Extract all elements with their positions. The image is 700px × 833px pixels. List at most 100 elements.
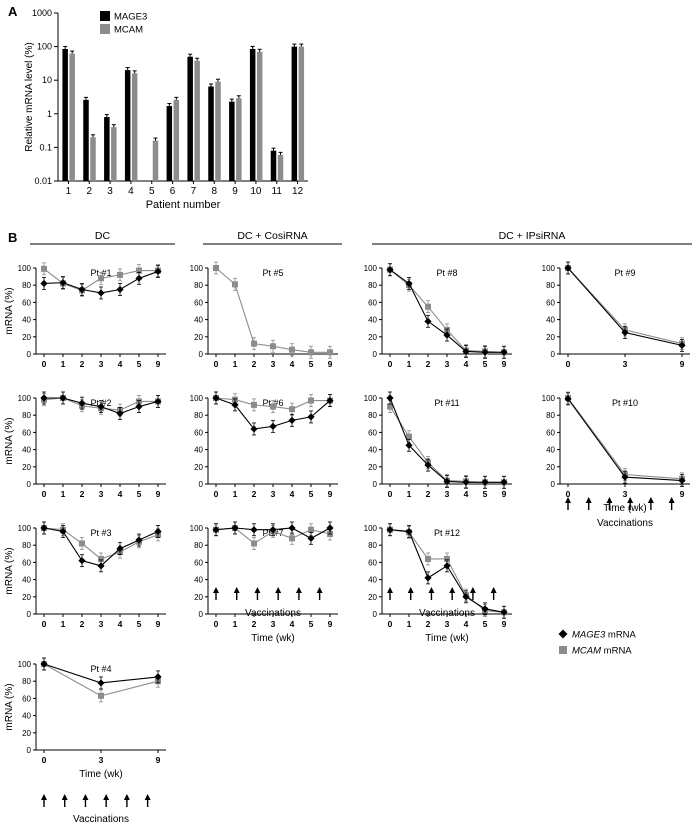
x-tick-label: 9 [502, 489, 507, 499]
y-tick-label: 0 [27, 746, 32, 755]
y-tick-label: 40 [368, 446, 377, 455]
point-mage3 [405, 441, 413, 449]
vaccination-arrow-head [585, 497, 592, 503]
point-mcam [213, 265, 219, 271]
x-tick-label: 3 [271, 489, 276, 499]
y-tick-label: 60 [546, 428, 555, 437]
point-mage3 [116, 545, 124, 553]
point-mcam [136, 267, 142, 274]
point-mcam [387, 403, 393, 410]
y-tick-label: 20 [194, 463, 203, 472]
x-tick-label: 9 [328, 619, 333, 629]
x-tick-label-a: 2 [86, 186, 92, 197]
y-tick-label: 20 [194, 333, 203, 342]
x-tick-label: 0 [42, 619, 47, 629]
x-tick-label-a: 11 [272, 186, 283, 197]
y-tick-label-a: 1 [47, 109, 52, 119]
y-tick-label-a: 1000 [32, 8, 52, 18]
bar-mage3 [208, 86, 214, 181]
x-tick-label: 4 [290, 619, 295, 629]
x-tick-label: 3 [623, 359, 628, 369]
y-tick-label: 100 [542, 394, 556, 403]
x-tick-label: 0 [214, 619, 219, 629]
x-tick-label: 4 [118, 619, 123, 629]
y-tick-label: 100 [190, 524, 204, 533]
bar-mage3 [104, 117, 110, 181]
point-mcam [117, 271, 123, 278]
y-tick-label: 100 [364, 524, 378, 533]
point-mage3 [97, 679, 105, 687]
x-tick-label: 0 [42, 489, 47, 499]
point-mage3 [443, 562, 451, 570]
y-tick-label: 40 [22, 576, 31, 585]
x-tick-label-a: 6 [170, 186, 176, 197]
point-mage3 [481, 348, 489, 356]
x-tick-label: 3 [271, 619, 276, 629]
point-mcam [270, 343, 276, 350]
point-mage3 [621, 473, 629, 481]
vaccination-arrow-head [449, 587, 456, 593]
x-tick-label: 3 [445, 359, 450, 369]
y-tick-label: 40 [22, 316, 31, 325]
legend-swatch-a [100, 11, 110, 21]
x-tick-label: 2 [426, 359, 431, 369]
panel-title: Pt #8 [436, 268, 457, 278]
x-tick-label: 4 [464, 489, 469, 499]
point-mage3 [386, 394, 394, 402]
y-tick-label: 0 [199, 610, 204, 619]
point-mcam [425, 303, 431, 310]
y-tick-label: 40 [546, 316, 555, 325]
y-tick-label: 20 [546, 333, 555, 342]
legend-label-a: MAGE3 [114, 12, 147, 23]
vaccination-arrow-head [103, 794, 110, 800]
point-mcam [444, 555, 450, 562]
x-axis-label: Time (wk) [79, 769, 123, 780]
point-mage3 [500, 348, 508, 356]
point-mcam [251, 401, 257, 408]
point-mcam [308, 526, 314, 533]
x-tick-label: 9 [680, 359, 685, 369]
point-mage3 [288, 524, 296, 532]
y-tick-label: 80 [22, 281, 31, 290]
x-tick-label: 2 [252, 489, 257, 499]
point-mage3 [154, 673, 162, 681]
x-tick-label: 0 [214, 489, 219, 499]
point-mage3 [212, 526, 220, 534]
x-tick-label: 9 [328, 359, 333, 369]
point-mage3 [97, 562, 105, 570]
series-line-mage3 [389, 397, 504, 483]
y-tick-label: 60 [194, 428, 203, 437]
point-mcam [289, 346, 295, 353]
y-tick-label: 0 [27, 610, 32, 619]
y-tick-label: 20 [194, 593, 203, 602]
point-mage3 [59, 279, 67, 287]
point-mage3 [288, 416, 296, 424]
vaccination-arrow-head [123, 794, 130, 800]
x-tick-label: 2 [80, 489, 85, 499]
point-mage3 [135, 274, 143, 282]
point-mage3 [481, 605, 489, 613]
x-tick-label: 0 [388, 489, 393, 499]
x-tick-label: 1 [61, 489, 66, 499]
bar-mcam [173, 99, 180, 181]
y-tick-label: 20 [22, 333, 31, 342]
x-tick-label-a: 12 [292, 186, 304, 197]
y-tick-label: 0 [199, 350, 204, 359]
point-mage3 [500, 608, 508, 616]
vaccination-arrow-head [144, 794, 151, 800]
x-tick-label: 0 [566, 359, 571, 369]
y-tick-label: 80 [194, 281, 203, 290]
point-mage3 [59, 394, 67, 402]
y-tick-label: 80 [194, 541, 203, 550]
point-mage3 [424, 317, 432, 325]
legend-label-mcam: MCAM mRNA [572, 646, 632, 657]
point-mage3 [78, 399, 86, 407]
x-tick-label: 4 [290, 489, 295, 499]
point-mcam [79, 540, 85, 547]
x-axis-label-a: Patient number [146, 199, 221, 211]
point-mage3 [116, 285, 124, 294]
y-tick-label: 60 [22, 558, 31, 567]
point-mage3 [116, 409, 124, 418]
y-tick-label: 20 [368, 333, 377, 342]
x-tick-label: 9 [680, 489, 685, 499]
